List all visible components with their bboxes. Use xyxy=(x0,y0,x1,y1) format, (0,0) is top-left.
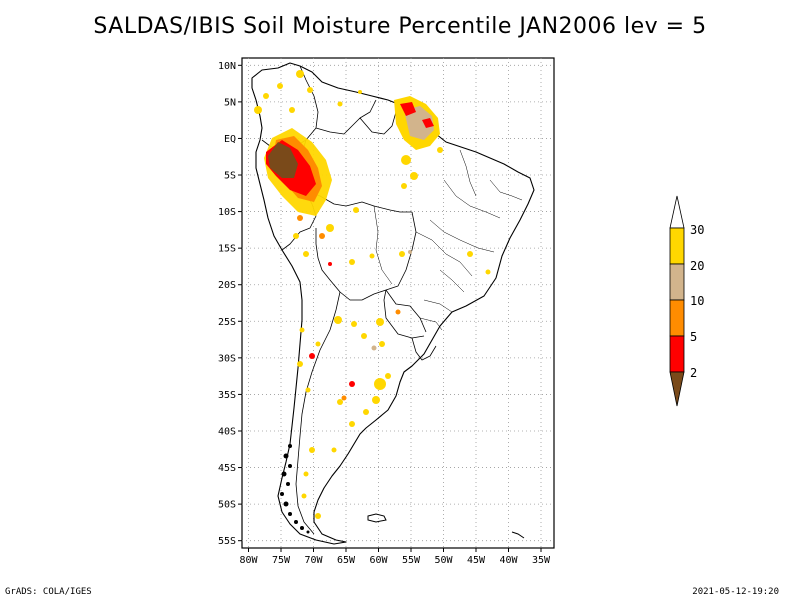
lat-tick-label: 55S xyxy=(218,536,236,547)
colorbar-label: 20 xyxy=(690,259,704,273)
colorbar-label: 30 xyxy=(690,223,704,237)
lon-tick-label: 45W xyxy=(467,555,486,566)
footer-timestamp: 2021-05-12-19:20 xyxy=(692,587,779,597)
longitude-labels: 80W 75W 70W 65W 60W 55W 50W 45W 40W 35W xyxy=(239,548,551,566)
shade-ecuador-peru-brown xyxy=(268,142,298,178)
shade-guianas-red-2 xyxy=(422,118,434,128)
colorbar-segment-20-30 xyxy=(669,227,685,265)
lon-tick-label: 70W xyxy=(304,555,323,566)
falkland-islands xyxy=(367,513,387,523)
percentile-shading xyxy=(254,70,491,534)
lat-tick-label: 20S xyxy=(218,280,236,291)
latitude-labels: 10N 5N EQ 5S 10S 15S 20S 25S 30S 35S 40S 45S 50S 55S xyxy=(218,61,242,547)
lat-tick-label: 5N xyxy=(224,97,236,108)
colorbar-label: 2 xyxy=(690,366,697,380)
chile-coastline-detail xyxy=(280,444,310,534)
lon-tick-label: 50W xyxy=(434,555,453,566)
lon-tick-label: 40W xyxy=(499,555,518,566)
shade-guianas-red xyxy=(400,102,416,116)
lat-tick-label: 15S xyxy=(218,244,236,255)
lat-tick-label: 40S xyxy=(218,426,236,437)
lon-tick-label: 80W xyxy=(239,555,258,566)
state-boundaries xyxy=(373,149,523,331)
footer-credit: GrADS: COLA/IGES xyxy=(5,587,92,597)
lon-tick-label: 55W xyxy=(402,555,421,566)
south-georgia-island xyxy=(511,531,525,539)
lat-tick-label: 30S xyxy=(218,353,236,364)
scattered-very-dry-patches xyxy=(297,215,412,401)
lat-tick-label: 10N xyxy=(218,61,236,72)
colorbar-segment-5-10 xyxy=(669,299,685,337)
shade-guianas-tan xyxy=(404,106,434,140)
colorbar-segment-10-20 xyxy=(669,263,685,301)
lon-tick-label: 75W xyxy=(272,555,291,566)
lon-tick-label: 65W xyxy=(337,555,356,566)
scattered-dry-patches xyxy=(254,70,491,519)
lat-tick-label: 35S xyxy=(218,390,236,401)
lat-tick-label: 45S xyxy=(218,463,236,474)
lat-tick-label: 5S xyxy=(224,171,236,182)
colorbar-segment-2-5 xyxy=(669,335,685,373)
map-title: SALDAS/IBIS Soil Moisture Percentile JAN… xyxy=(93,14,707,39)
lon-tick-label: 35W xyxy=(532,555,551,566)
colorbar: 30 20 10 5 2 xyxy=(669,195,704,407)
colorbar-top-triangle xyxy=(669,195,685,229)
graticule xyxy=(242,58,554,548)
lat-tick-label: 50S xyxy=(218,500,236,511)
lon-tick-label: 60W xyxy=(369,555,388,566)
colorbar-bottom-triangle xyxy=(669,371,685,407)
colorbar-label: 5 xyxy=(690,330,697,344)
lat-tick-label: 10S xyxy=(218,207,236,218)
lat-tick-label: EQ xyxy=(224,134,236,145)
colorbar-label: 10 xyxy=(690,294,704,308)
lat-tick-label: 25S xyxy=(218,317,236,328)
